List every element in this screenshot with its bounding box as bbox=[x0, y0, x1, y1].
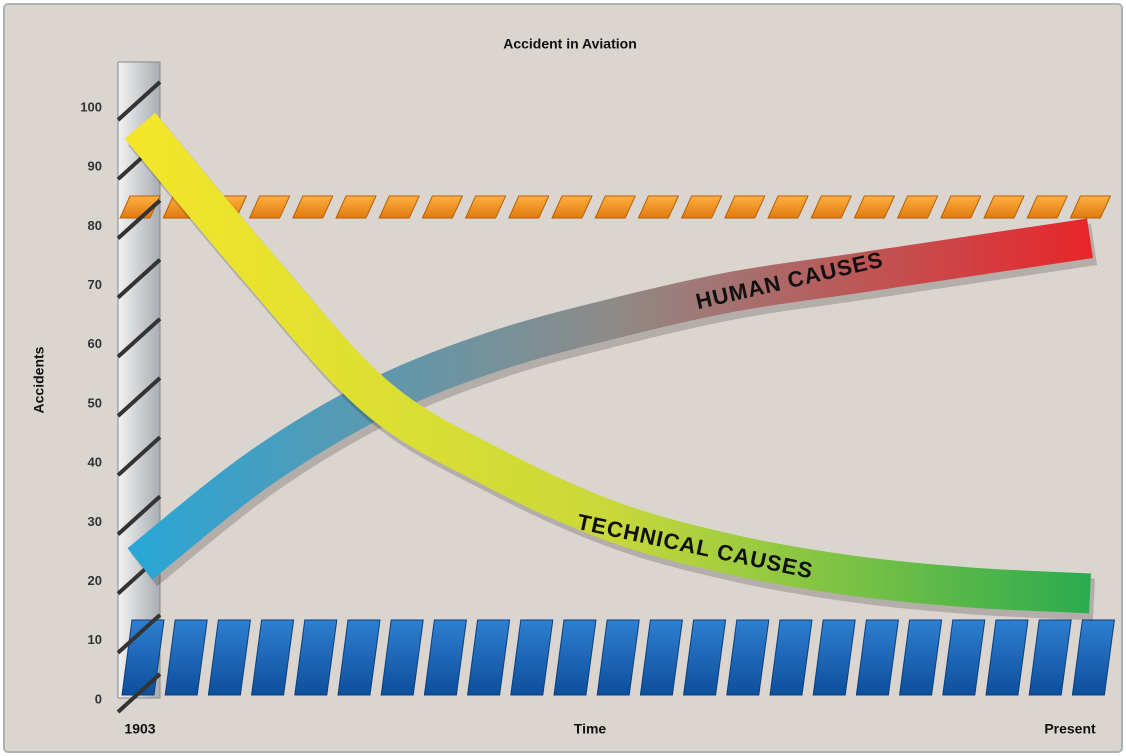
base-block bbox=[596, 619, 640, 696]
y-axis-label: Accidents bbox=[31, 346, 47, 413]
base-block bbox=[769, 619, 813, 696]
band-block bbox=[421, 195, 464, 219]
band-block bbox=[896, 195, 939, 219]
band-block bbox=[292, 195, 334, 219]
y-tick-label: 10 bbox=[88, 632, 102, 647]
tick-mark bbox=[116, 258, 162, 300]
base-block bbox=[855, 619, 899, 696]
y-tick-label: 30 bbox=[88, 514, 102, 529]
x-tick-label: Present bbox=[1044, 721, 1096, 737]
y-tick-label: 50 bbox=[88, 395, 102, 410]
band-block bbox=[680, 195, 723, 219]
y-tick-label: 20 bbox=[88, 573, 102, 588]
base-block bbox=[380, 619, 424, 696]
base-block bbox=[207, 619, 251, 696]
band-block bbox=[1026, 195, 1068, 219]
series-ribbon bbox=[127, 218, 1093, 580]
band-block bbox=[983, 195, 1025, 219]
band-block bbox=[810, 195, 852, 219]
band-block bbox=[335, 195, 377, 219]
x-tick-label: 1903 bbox=[124, 721, 155, 737]
band-block bbox=[464, 195, 507, 219]
base-block bbox=[683, 619, 727, 696]
base-block bbox=[467, 619, 511, 696]
y-tick-label: 70 bbox=[88, 277, 102, 292]
base-block bbox=[726, 619, 770, 696]
base-block bbox=[1071, 619, 1115, 696]
y-tick-label: 60 bbox=[88, 336, 102, 351]
chart-title: Accident in Aviation bbox=[503, 36, 637, 52]
base-block bbox=[294, 619, 338, 696]
base-block bbox=[899, 619, 943, 696]
band-block bbox=[853, 195, 896, 219]
x-axis-label: Time bbox=[574, 721, 607, 737]
tick-mark bbox=[116, 435, 162, 477]
band-block bbox=[724, 195, 766, 219]
band-block bbox=[940, 195, 982, 219]
band-block bbox=[508, 195, 550, 219]
base-block bbox=[942, 619, 986, 696]
band-block bbox=[248, 195, 291, 219]
tick-mark bbox=[116, 672, 162, 714]
tick-mark bbox=[116, 198, 162, 240]
band-block bbox=[551, 195, 593, 219]
base-block bbox=[423, 619, 467, 696]
base-block bbox=[510, 619, 554, 696]
tick-mark bbox=[116, 317, 162, 359]
tick-mark bbox=[116, 80, 162, 122]
band-block bbox=[594, 195, 636, 219]
base-block bbox=[985, 619, 1029, 696]
band-block bbox=[767, 195, 809, 219]
base-block bbox=[1028, 619, 1072, 696]
base-block bbox=[812, 619, 856, 696]
base-block bbox=[164, 619, 208, 696]
band-block bbox=[1069, 195, 1112, 219]
y-tick-label: 0 bbox=[95, 691, 102, 706]
tick-mark bbox=[116, 376, 162, 418]
y-tick-label: 40 bbox=[88, 455, 102, 470]
tick-mark bbox=[116, 494, 162, 536]
base-block bbox=[553, 619, 597, 696]
tick-mark bbox=[116, 613, 162, 655]
series-ribbon bbox=[124, 112, 1091, 614]
base-block bbox=[337, 619, 381, 696]
y-tick-label: 90 bbox=[88, 159, 102, 174]
band-block bbox=[637, 195, 680, 219]
base-block bbox=[639, 619, 683, 696]
base-block bbox=[251, 619, 295, 696]
band-block bbox=[378, 195, 420, 219]
y-tick-label: 100 bbox=[80, 99, 102, 114]
y-tick-label: 80 bbox=[88, 218, 102, 233]
